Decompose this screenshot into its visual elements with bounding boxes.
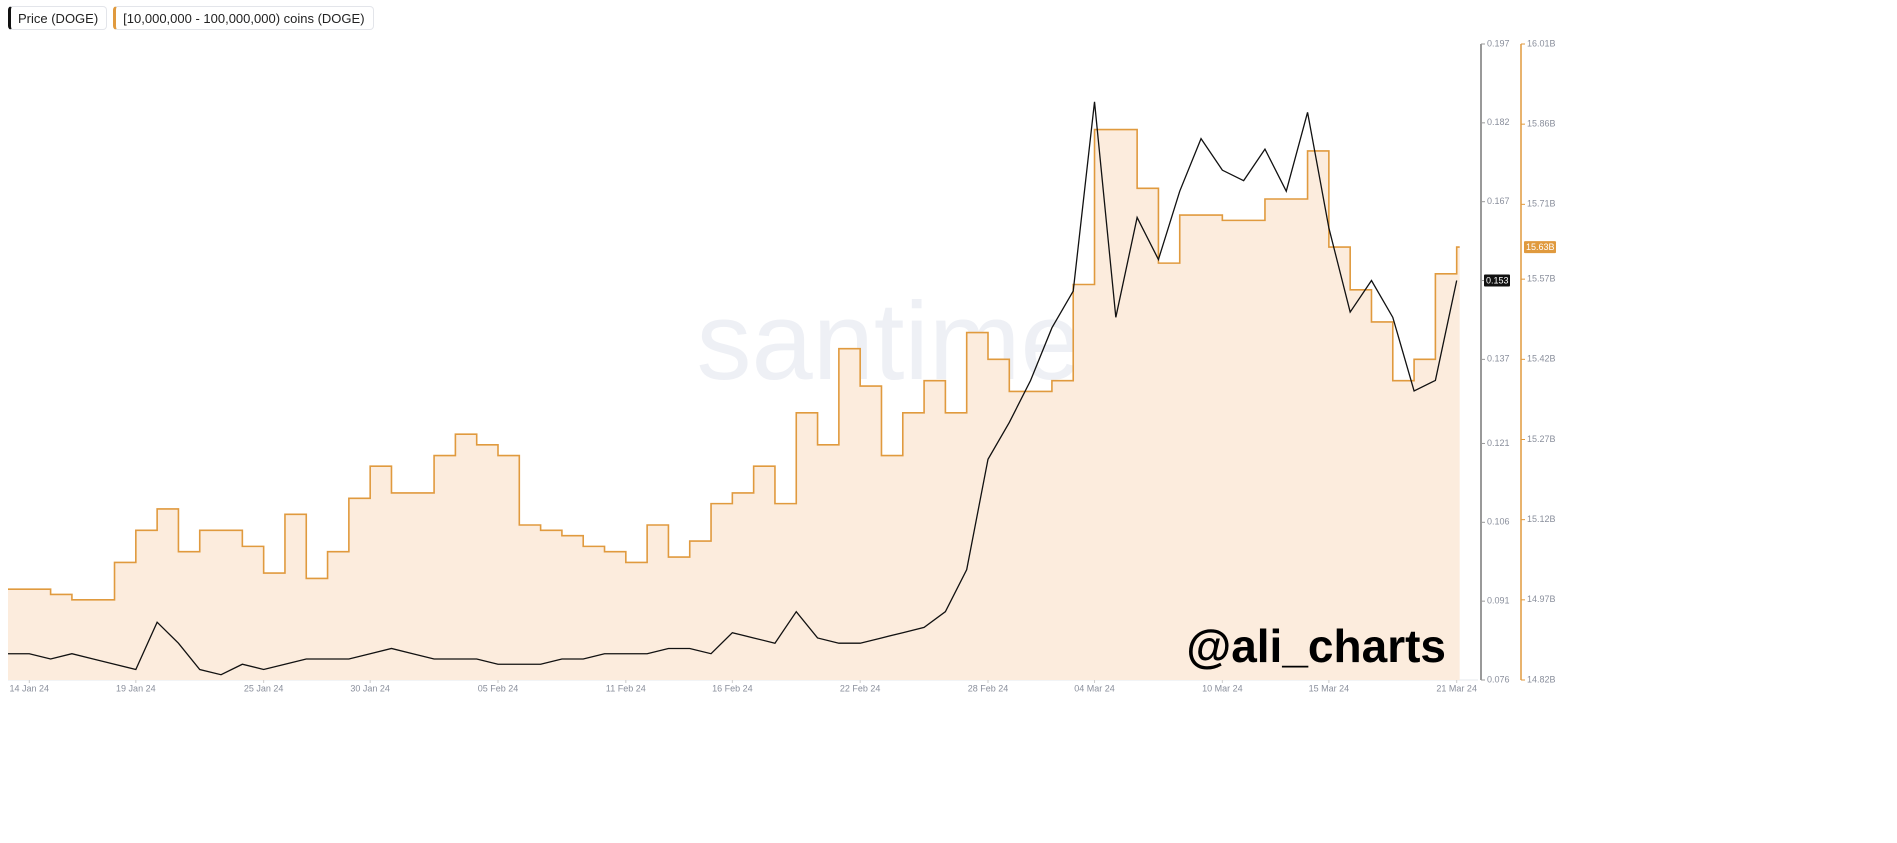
- x-tick-label: 28 Feb 24: [968, 683, 1009, 693]
- y-tick-label: 0.121: [1487, 438, 1510, 448]
- y-tick-label: 0.091: [1487, 596, 1510, 606]
- x-tick-label: 30 Jan 24: [350, 683, 390, 693]
- x-tick-label: 11 Feb 24: [606, 683, 646, 693]
- x-tick-label: 19 Jan 24: [116, 683, 156, 693]
- x-tick-label: 05 Feb 24: [478, 683, 519, 693]
- x-tick-label: 14 Jan 24: [10, 683, 50, 693]
- y2-tick-label: 15.86B: [1527, 119, 1556, 129]
- end-label: 0.153: [1486, 275, 1509, 285]
- x-tick-label: 15 Mar 24: [1309, 683, 1350, 693]
- y2-tick-label: 15.57B: [1527, 274, 1556, 284]
- x-tick-label: 04 Mar 24: [1074, 683, 1115, 693]
- legend-item[interactable]: [10,000,000 - 100,000,000) coins (DOGE): [113, 6, 374, 30]
- signature: @ali_charts: [1186, 620, 1446, 672]
- end-tag: [1484, 274, 1510, 287]
- legend-item[interactable]: Price (DOGE): [8, 6, 108, 30]
- y2-tick-label: 14.82B: [1527, 674, 1556, 684]
- x-tick-label: 21 Mar 24: [1436, 683, 1477, 693]
- y-tick-label: 0.137: [1487, 354, 1510, 364]
- y2-tick-label: 15.12B: [1527, 514, 1556, 524]
- y-tick-label: 0.197: [1487, 38, 1510, 48]
- series-line: [8, 101, 1458, 676]
- y2-tick-label: 15.42B: [1527, 354, 1556, 364]
- x-tick-label: 25 Jan 24: [244, 683, 284, 693]
- end-tag: [1524, 241, 1556, 254]
- x-tick-label: 10 Mar 24: [1202, 683, 1243, 693]
- x-tick-label: 22 Feb 24: [840, 683, 881, 693]
- y-tick-label: 0.182: [1487, 117, 1510, 127]
- end-label: 15.63B: [1526, 242, 1555, 252]
- y-tick-label: 0.106: [1487, 517, 1510, 527]
- y-tick-label: 0.076: [1487, 674, 1510, 684]
- y2-tick-label: 16.01B: [1527, 38, 1556, 48]
- y-tick-label: 0.167: [1487, 196, 1510, 206]
- y2-tick-label: 14.97B: [1527, 594, 1556, 604]
- x-tick-label: 16 Feb 24: [712, 683, 753, 693]
- y2-tick-label: 15.71B: [1527, 199, 1556, 209]
- y2-tick-label: 15.27B: [1527, 434, 1556, 444]
- area: [8, 129, 1460, 681]
- series-line: [8, 128, 1460, 601]
